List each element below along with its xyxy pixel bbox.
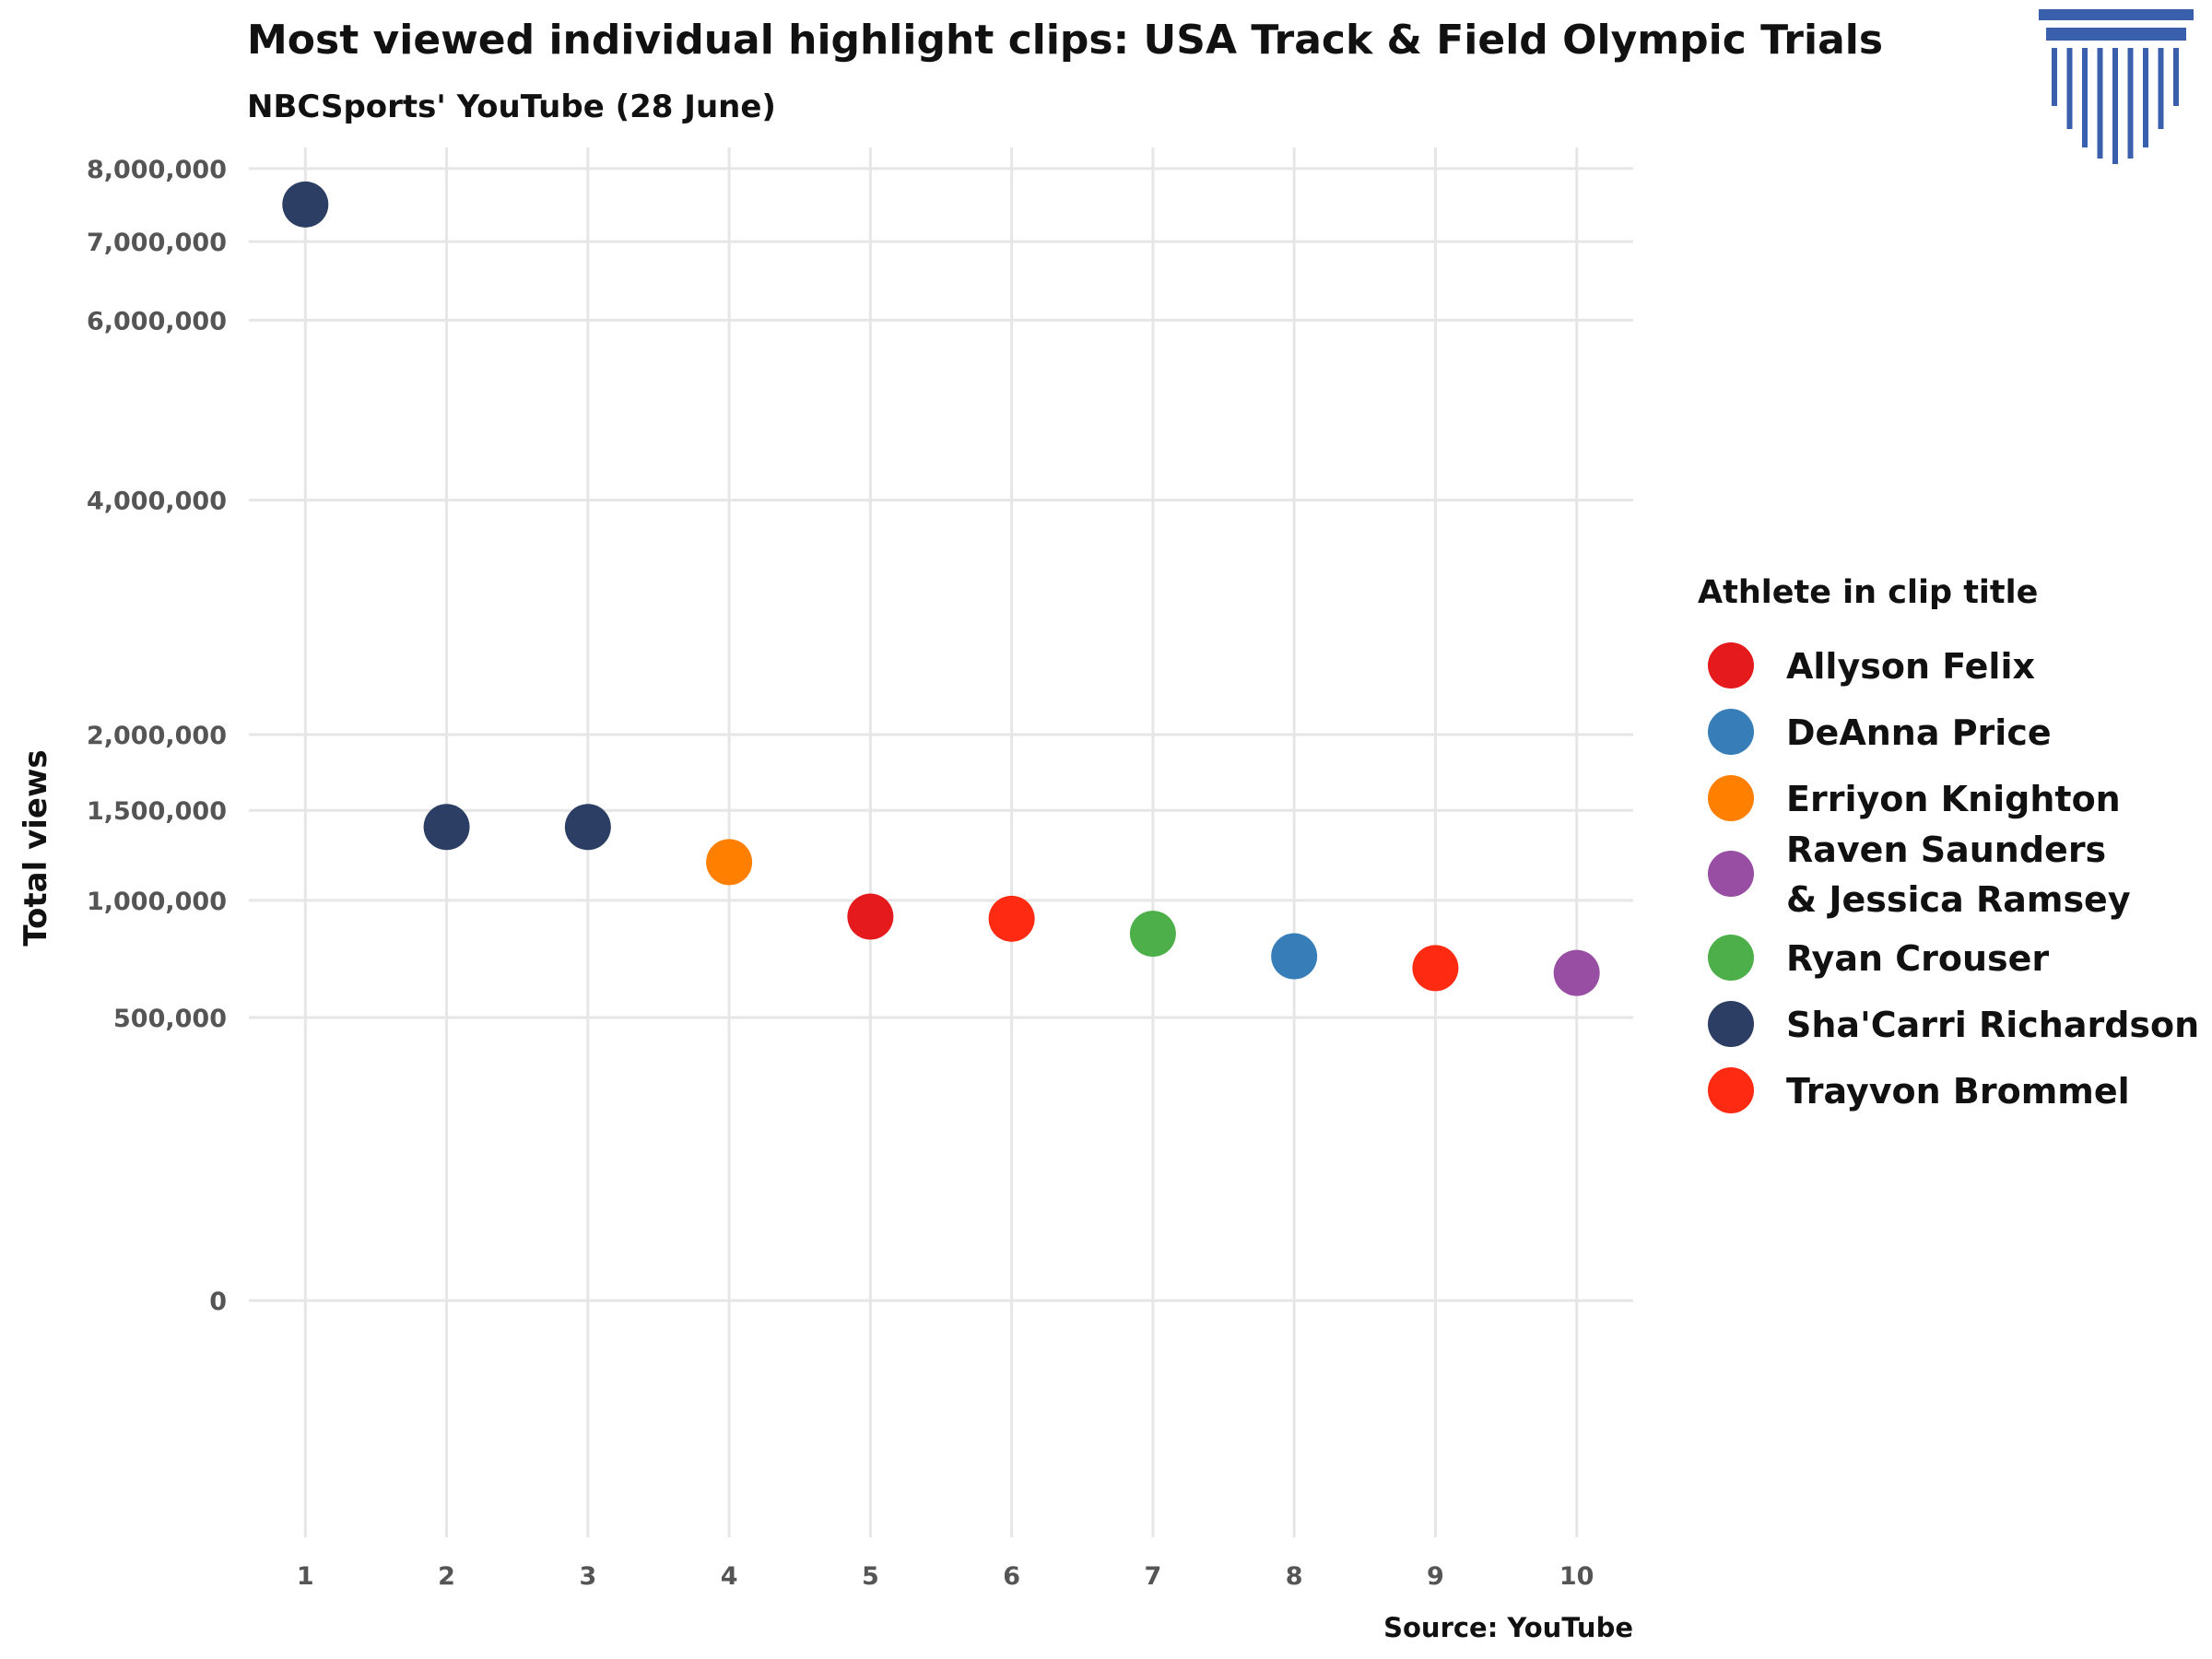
legend-label: Ryan Crouser	[1786, 938, 2049, 979]
legend-swatch	[1708, 709, 1754, 755]
data-point	[1271, 933, 1318, 980]
y-tick-label: 6,000,000	[87, 307, 227, 335]
legend-item: Trayvon Brommel	[1708, 1067, 2130, 1113]
logo-column	[2158, 48, 2164, 129]
column-logo-icon	[2039, 9, 2194, 164]
y-tick-label: 1,500,000	[87, 797, 227, 826]
logo-top-bar	[2039, 9, 2194, 20]
chart-title: Most viewed individual highlight clips: …	[247, 17, 1883, 64]
source-caption: Source: YouTube	[1383, 1612, 1633, 1643]
x-tick-label: 7	[1144, 1562, 1161, 1591]
y-tick-label: 1,000,000	[87, 888, 227, 916]
legend: Allyson Felix DeAnna Price Erriyon Knighto…	[1708, 642, 2199, 1113]
logo-column	[2082, 48, 2088, 147]
legend-item: Erriyon Knighton	[1708, 775, 2121, 821]
data-point	[423, 804, 470, 851]
data-point	[564, 804, 611, 851]
x-tick-label: 8	[1286, 1562, 1303, 1591]
legend-swatch	[1708, 935, 1754, 981]
x-tick-label: 4	[721, 1562, 738, 1591]
legend-item: Sha'Carri Richardson	[1708, 1001, 2199, 1047]
legend-label: Trayvon Brommel	[1786, 1071, 2130, 1112]
logo-column	[2097, 48, 2103, 159]
data-point	[1412, 945, 1459, 992]
x-tick-label: 9	[1427, 1562, 1444, 1591]
logo-second-bar	[2046, 28, 2186, 41]
legend-item: Ryan Crouser	[1708, 935, 2049, 981]
x-tick-label: 2	[438, 1562, 455, 1591]
data-point	[1553, 949, 1600, 996]
y-tick-label: 2,000,000	[87, 722, 227, 750]
data-point	[847, 893, 894, 940]
legend-swatch	[1708, 1067, 1754, 1113]
x-tick-label: 5	[862, 1562, 879, 1591]
legend-swatch	[1708, 851, 1754, 897]
legend-item: Allyson Felix	[1708, 642, 2035, 688]
logo-column	[2173, 48, 2179, 106]
legend-item: DeAnna Price	[1708, 709, 2052, 755]
y-tick-label: 8,000,000	[87, 156, 227, 184]
legend-swatch	[1708, 642, 1754, 688]
logo-column	[2127, 48, 2134, 159]
y-tick-label: 7,000,000	[87, 229, 227, 257]
chart-subtitle: NBCSports' YouTube (28 June)	[247, 88, 776, 125]
logo-column	[2066, 48, 2073, 129]
y-axis-title: Total views	[18, 749, 54, 946]
legend-title: Athlete in clip title	[1698, 574, 2038, 611]
x-tick-label: 10	[1559, 1562, 1594, 1591]
x-tick-label: 3	[579, 1562, 596, 1591]
x-tick-label: 1	[297, 1562, 314, 1591]
x-tick-label: 6	[1003, 1562, 1020, 1591]
legend-label: Allyson Felix	[1786, 646, 2035, 687]
legend-item: Raven Saunders & Jessica Ramsey	[1708, 830, 2131, 920]
legend-label: Raven Saunders	[1786, 830, 2106, 870]
legend-label: Sha'Carri Richardson	[1786, 1005, 2199, 1045]
y-tick-label: 0	[209, 1288, 227, 1316]
legend-label: Erriyon Knighton	[1786, 779, 2121, 819]
legend-swatch	[1708, 1001, 1754, 1047]
y-tick-label: 500,000	[113, 1005, 227, 1033]
logo-column	[2143, 48, 2148, 147]
logo-column	[2052, 48, 2057, 106]
data-point	[282, 181, 329, 228]
data-point	[706, 839, 753, 886]
x-axis-ticks: 1 2 3 4 5 6 7 8 9 10	[297, 1562, 1594, 1591]
y-tick-label: 4,000,000	[87, 488, 227, 516]
data-point	[988, 895, 1035, 942]
y-axis-ticks: 0 500,000 1,000,000 1,500,000 2,000,000 4,000…	[87, 156, 227, 1316]
legend-swatch	[1708, 775, 1754, 821]
legend-label: & Jessica Ramsey	[1786, 879, 2131, 920]
legend-label: DeAnna Price	[1786, 712, 2052, 753]
data-point	[1129, 911, 1176, 958]
data-points	[282, 181, 1600, 996]
logo-column	[2112, 48, 2118, 164]
